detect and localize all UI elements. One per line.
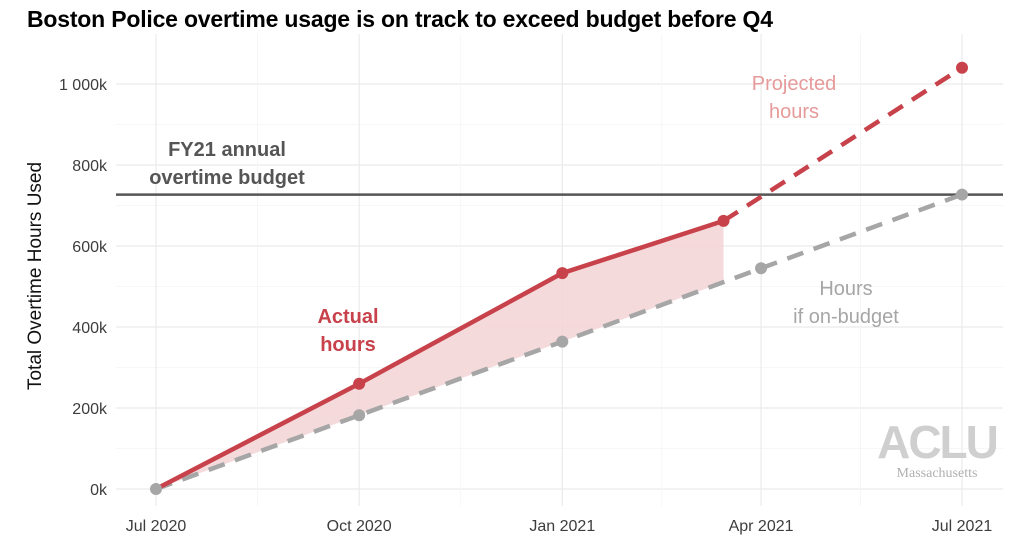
budget-label: FY21 annual <box>168 139 286 161</box>
annotations: FY21 annual overtime budget Actual hours Pro… <box>149 73 899 356</box>
y-tick-label: 0k <box>90 482 108 499</box>
y-tick-label: 600k <box>72 239 108 256</box>
x-tick-label: Apr 2021 <box>729 518 794 535</box>
point-hours-if-on-budget <box>353 409 366 422</box>
y-tick-label: 400k <box>72 320 108 337</box>
x-tick-label: Jan 2021 <box>529 518 595 535</box>
point-hours-if-on-budget <box>150 483 162 495</box>
series-line-actual-hours <box>154 218 725 491</box>
series-points <box>150 61 968 495</box>
actual-hours-label: Actual <box>317 306 378 328</box>
y-axis-label: Total Overtime Hours Used <box>25 162 46 390</box>
x-tick-label: Jul 2020 <box>126 518 187 535</box>
series-line-projected-hours <box>722 65 964 223</box>
point-hours-if-on-budget <box>556 335 569 348</box>
y-tick-label: 800k <box>72 158 108 175</box>
y-tick-label: 1 000k <box>59 77 108 94</box>
x-tick-label: Jul 2021 <box>932 518 993 535</box>
logo-subtext: Massachusetts <box>897 466 978 481</box>
gap-shading <box>156 220 724 489</box>
point-actual-hours <box>353 377 366 390</box>
shaded-gap-area <box>156 220 724 489</box>
on-budget-label: Hours <box>819 278 872 300</box>
projected-hours-label: hours <box>769 101 819 123</box>
point-hours-if-on-budget <box>755 262 768 275</box>
projected-hours-label: Projected <box>752 73 837 95</box>
point-projected-hours <box>956 61 968 74</box>
actual-hours-label: hours <box>320 334 376 356</box>
point-hours-if-on-budget <box>956 188 968 201</box>
on-budget-label: if on-budget <box>793 306 899 328</box>
logo-wordmark: ACLU <box>877 416 997 468</box>
budget-label: overtime budget <box>149 167 305 189</box>
x-tick-label: Oct 2020 <box>327 518 392 535</box>
point-actual-hours <box>556 267 569 280</box>
axis-ticks: Jul 2020 Oct 2020 Jan 2021 Apr 2021 Jul 2021… <box>25 77 992 535</box>
chart-title: Boston Police overtime usage is on track… <box>27 6 773 32</box>
y-tick-label: 200k <box>72 401 108 418</box>
point-actual-hours <box>717 214 730 227</box>
